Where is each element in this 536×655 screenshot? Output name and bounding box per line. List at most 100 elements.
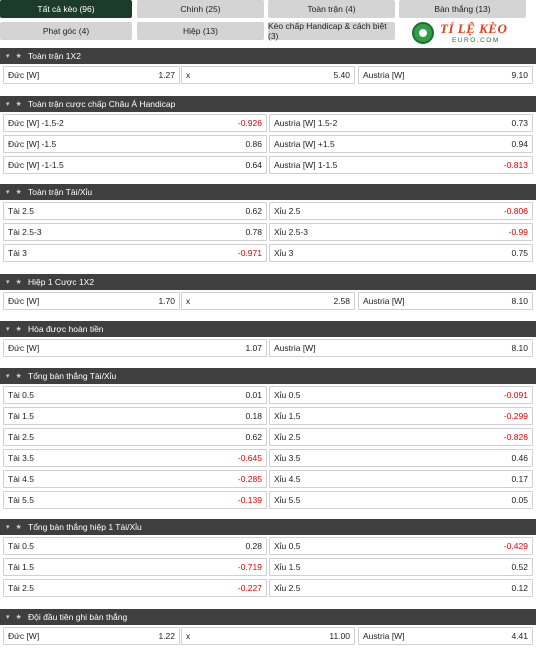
selection-label: Đức [W] — [8, 343, 40, 353]
odds-cell[interactable]: Austria [W] 8.10 — [269, 339, 533, 357]
odds-cell[interactable]: Austria [W] 1-1.5 -0.813 — [269, 156, 533, 174]
odds-row: Tài 2.5 0.62 Xỉu 2.5 -0.806 — [0, 202, 536, 220]
odds-cell[interactable]: Xỉu 0.5 -0.429 — [269, 537, 533, 555]
section-header[interactable]: ▾ ★ Hiệp 1 Cược 1X2 — [0, 274, 536, 290]
tab-fulltime[interactable]: Toàn trận (4) — [268, 0, 395, 18]
collapse-star-icon[interactable]: ▾ ★ — [6, 373, 24, 380]
market-tabs: Tất cả kèo (96) Chính (25) Toàn trận (4)… — [0, 0, 536, 42]
odds-row: Đức [W] 1.27 x 5.40 Austria [W] 9.10 — [0, 66, 536, 84]
odds-row: Tài 0.5 0.28 Xỉu 0.5 -0.429 — [0, 537, 536, 555]
selection-label: Đức [W] — [8, 631, 40, 641]
selection-label: Đức [W] -1-1.5 — [8, 160, 64, 170]
collapse-star-icon[interactable]: ▾ ★ — [6, 326, 24, 333]
odds-cell[interactable]: Tài 3 -0.971 — [3, 244, 267, 262]
tab-corners[interactable]: Phạt góc (4) — [0, 22, 132, 40]
odds-cell[interactable]: Tài 2.5-3 0.78 — [3, 223, 267, 241]
odds-value: 0.01 — [245, 390, 262, 400]
collapse-star-icon[interactable]: ▾ ★ — [6, 279, 24, 286]
section-header[interactable]: ▾ ★ Toàn trận 1X2 — [0, 48, 536, 64]
odds-value: 0.52 — [511, 562, 528, 572]
odds-row: Đức [W] -1.5 0.86 Austria [W] +1.5 0.94 — [0, 135, 536, 153]
odds-cell[interactable]: Tài 3.5 -0.645 — [3, 449, 267, 467]
section-header[interactable]: ▾ ★ Toàn trận Tài/Xỉu — [0, 184, 536, 200]
odds-cell[interactable]: Austria [W] 1.5-2 0.73 — [269, 114, 533, 132]
odds-cell[interactable]: Tài 0.5 0.28 — [3, 537, 267, 555]
odds-cell[interactable]: Xỉu 1.5 0.52 — [269, 558, 533, 576]
odds-row: Tài 1.5 -0.719 Xỉu 1.5 0.52 — [0, 558, 536, 576]
selection-label: Xỉu 2.5-3 — [274, 227, 309, 237]
section-header[interactable]: ▾ ★ Tổng bàn thắng hiệp 1 Tài/Xỉu — [0, 519, 536, 535]
odds-cell[interactable]: Xỉu 0.5 -0.091 — [269, 386, 533, 404]
odds-cell[interactable]: Xỉu 2.5 0.12 — [269, 579, 533, 597]
odds-cell[interactable]: Tài 1.5 -0.719 — [3, 558, 267, 576]
selection-label: Austria [W] — [363, 70, 405, 80]
odds-cell[interactable]: Đức [W] 1.27 — [3, 66, 180, 84]
odds-cell[interactable]: Xỉu 3 0.75 — [269, 244, 533, 262]
odds-cell[interactable]: Tài 1.5 0.18 — [3, 407, 267, 425]
site-logo[interactable]: TỈ LỆ KÈO EURO.COM — [402, 20, 536, 46]
odds-cell[interactable]: Đức [W] 1.07 — [3, 339, 267, 357]
section-title: Đội đầu tiên ghi bàn thắng — [28, 612, 128, 622]
odds-row: Đức [W] -1.5-2 -0.926 Austria [W] 1.5-2 0.7… — [0, 114, 536, 132]
odds-cell[interactable]: Đức [W] 1.22 — [3, 627, 180, 645]
odds-row: Tài 3 -0.971 Xỉu 3 0.75 — [0, 244, 536, 262]
odds-cell[interactable]: Đức [W] -1.5 0.86 — [3, 135, 267, 153]
section-header[interactable]: ▾ ★ Toàn trận cược chấp Châu Á Handicap — [0, 96, 536, 112]
collapse-star-icon[interactable]: ▾ ★ — [6, 614, 24, 621]
odds-value: -0.227 — [237, 583, 262, 593]
odds-cell[interactable]: Tài 5.5 -0.139 — [3, 491, 267, 509]
odds-cell[interactable]: Xỉu 2.5 -0.806 — [269, 202, 533, 220]
odds-cell[interactable]: Tài 2.5 -0.227 — [3, 579, 267, 597]
odds-cell[interactable]: Xỉu 3.5 0.46 — [269, 449, 533, 467]
selection-label: Xỉu 0.5 — [274, 390, 301, 400]
odds-cell[interactable]: Tài 0.5 0.01 — [3, 386, 267, 404]
selection-label: Đức [W] — [8, 70, 40, 80]
odds-cell[interactable]: Xỉu 4.5 0.17 — [269, 470, 533, 488]
odds-value: 0.62 — [245, 206, 262, 216]
odds-cell[interactable]: x 11.00 — [181, 627, 355, 645]
collapse-star-icon[interactable]: ▾ ★ — [6, 189, 24, 196]
odds-cell[interactable]: Tài 4.5 -0.285 — [3, 470, 267, 488]
tab-goals[interactable]: Bàn thắng (13) — [399, 0, 526, 18]
odds-value: 1.07 — [245, 343, 262, 353]
odds-cell[interactable]: Đức [W] 1.70 — [3, 292, 180, 310]
section-header[interactable]: ▾ ★ Hòa được hoàn tiền — [0, 321, 536, 337]
odds-cell[interactable]: Austria [W] 9.10 — [358, 66, 533, 84]
odds-cell[interactable]: Tài 2.5 0.62 — [3, 202, 267, 220]
odds-cell[interactable]: Xỉu 1.5 -0.299 — [269, 407, 533, 425]
odds-cell[interactable]: Austria [W] 8.10 — [358, 292, 533, 310]
selection-label: Austria [W] +1.5 — [274, 139, 335, 149]
odds-value: 0.17 — [511, 474, 528, 484]
collapse-star-icon[interactable]: ▾ ★ — [6, 524, 24, 531]
tab-half[interactable]: Hiệp (13) — [137, 22, 264, 40]
odds-value: -0.826 — [503, 432, 528, 442]
tab-handicap[interactable]: Kèo chấp Handicap & cách biệt (3) — [268, 21, 395, 41]
section-header[interactable]: ▾ ★ Tổng bàn thắng Tài/Xỉu — [0, 368, 536, 384]
selection-label: Tài 3.5 — [8, 453, 34, 463]
tab-main[interactable]: Chính (25) — [137, 0, 264, 18]
section-header[interactable]: ▾ ★ Đội đầu tiên ghi bàn thắng — [0, 609, 536, 625]
odds-value: 0.46 — [511, 453, 528, 463]
soccer-ball-icon — [412, 22, 434, 44]
odds-cell[interactable]: Austria [W] 4.41 — [358, 627, 533, 645]
odds-cell[interactable]: Đức [W] -1.5-2 -0.926 — [3, 114, 267, 132]
collapse-star-icon[interactable]: ▾ ★ — [6, 53, 24, 60]
odds-cell[interactable]: x 5.40 — [181, 66, 355, 84]
odds-value: 5.40 — [333, 70, 350, 80]
odds-value: 0.73 — [511, 118, 528, 128]
tab-all[interactable]: Tất cả kèo (96) — [0, 0, 132, 18]
odds-cell[interactable]: Đức [W] -1-1.5 0.64 — [3, 156, 267, 174]
odds-value: -0.429 — [503, 541, 528, 551]
odds-value: 11.00 — [329, 631, 350, 641]
odds-cell[interactable]: x 2.58 — [181, 292, 355, 310]
odds-cell[interactable]: Xỉu 2.5 -0.826 — [269, 428, 533, 446]
section-title: Toàn trận 1X2 — [28, 51, 81, 61]
odds-cell[interactable]: Xỉu 5.5 0.05 — [269, 491, 533, 509]
selection-label: Tài 2.5 — [8, 206, 34, 216]
odds-cell[interactable]: Austria [W] +1.5 0.94 — [269, 135, 533, 153]
odds-cell[interactable]: Tài 2.5 0.62 — [3, 428, 267, 446]
odds-row: Đức [W] 1.70 x 2.58 Austria [W] 8.10 — [0, 292, 536, 310]
selection-label: Tài 1.5 — [8, 411, 34, 421]
odds-cell[interactable]: Xỉu 2.5-3 -0.99 — [269, 223, 533, 241]
collapse-star-icon[interactable]: ▾ ★ — [6, 101, 24, 108]
